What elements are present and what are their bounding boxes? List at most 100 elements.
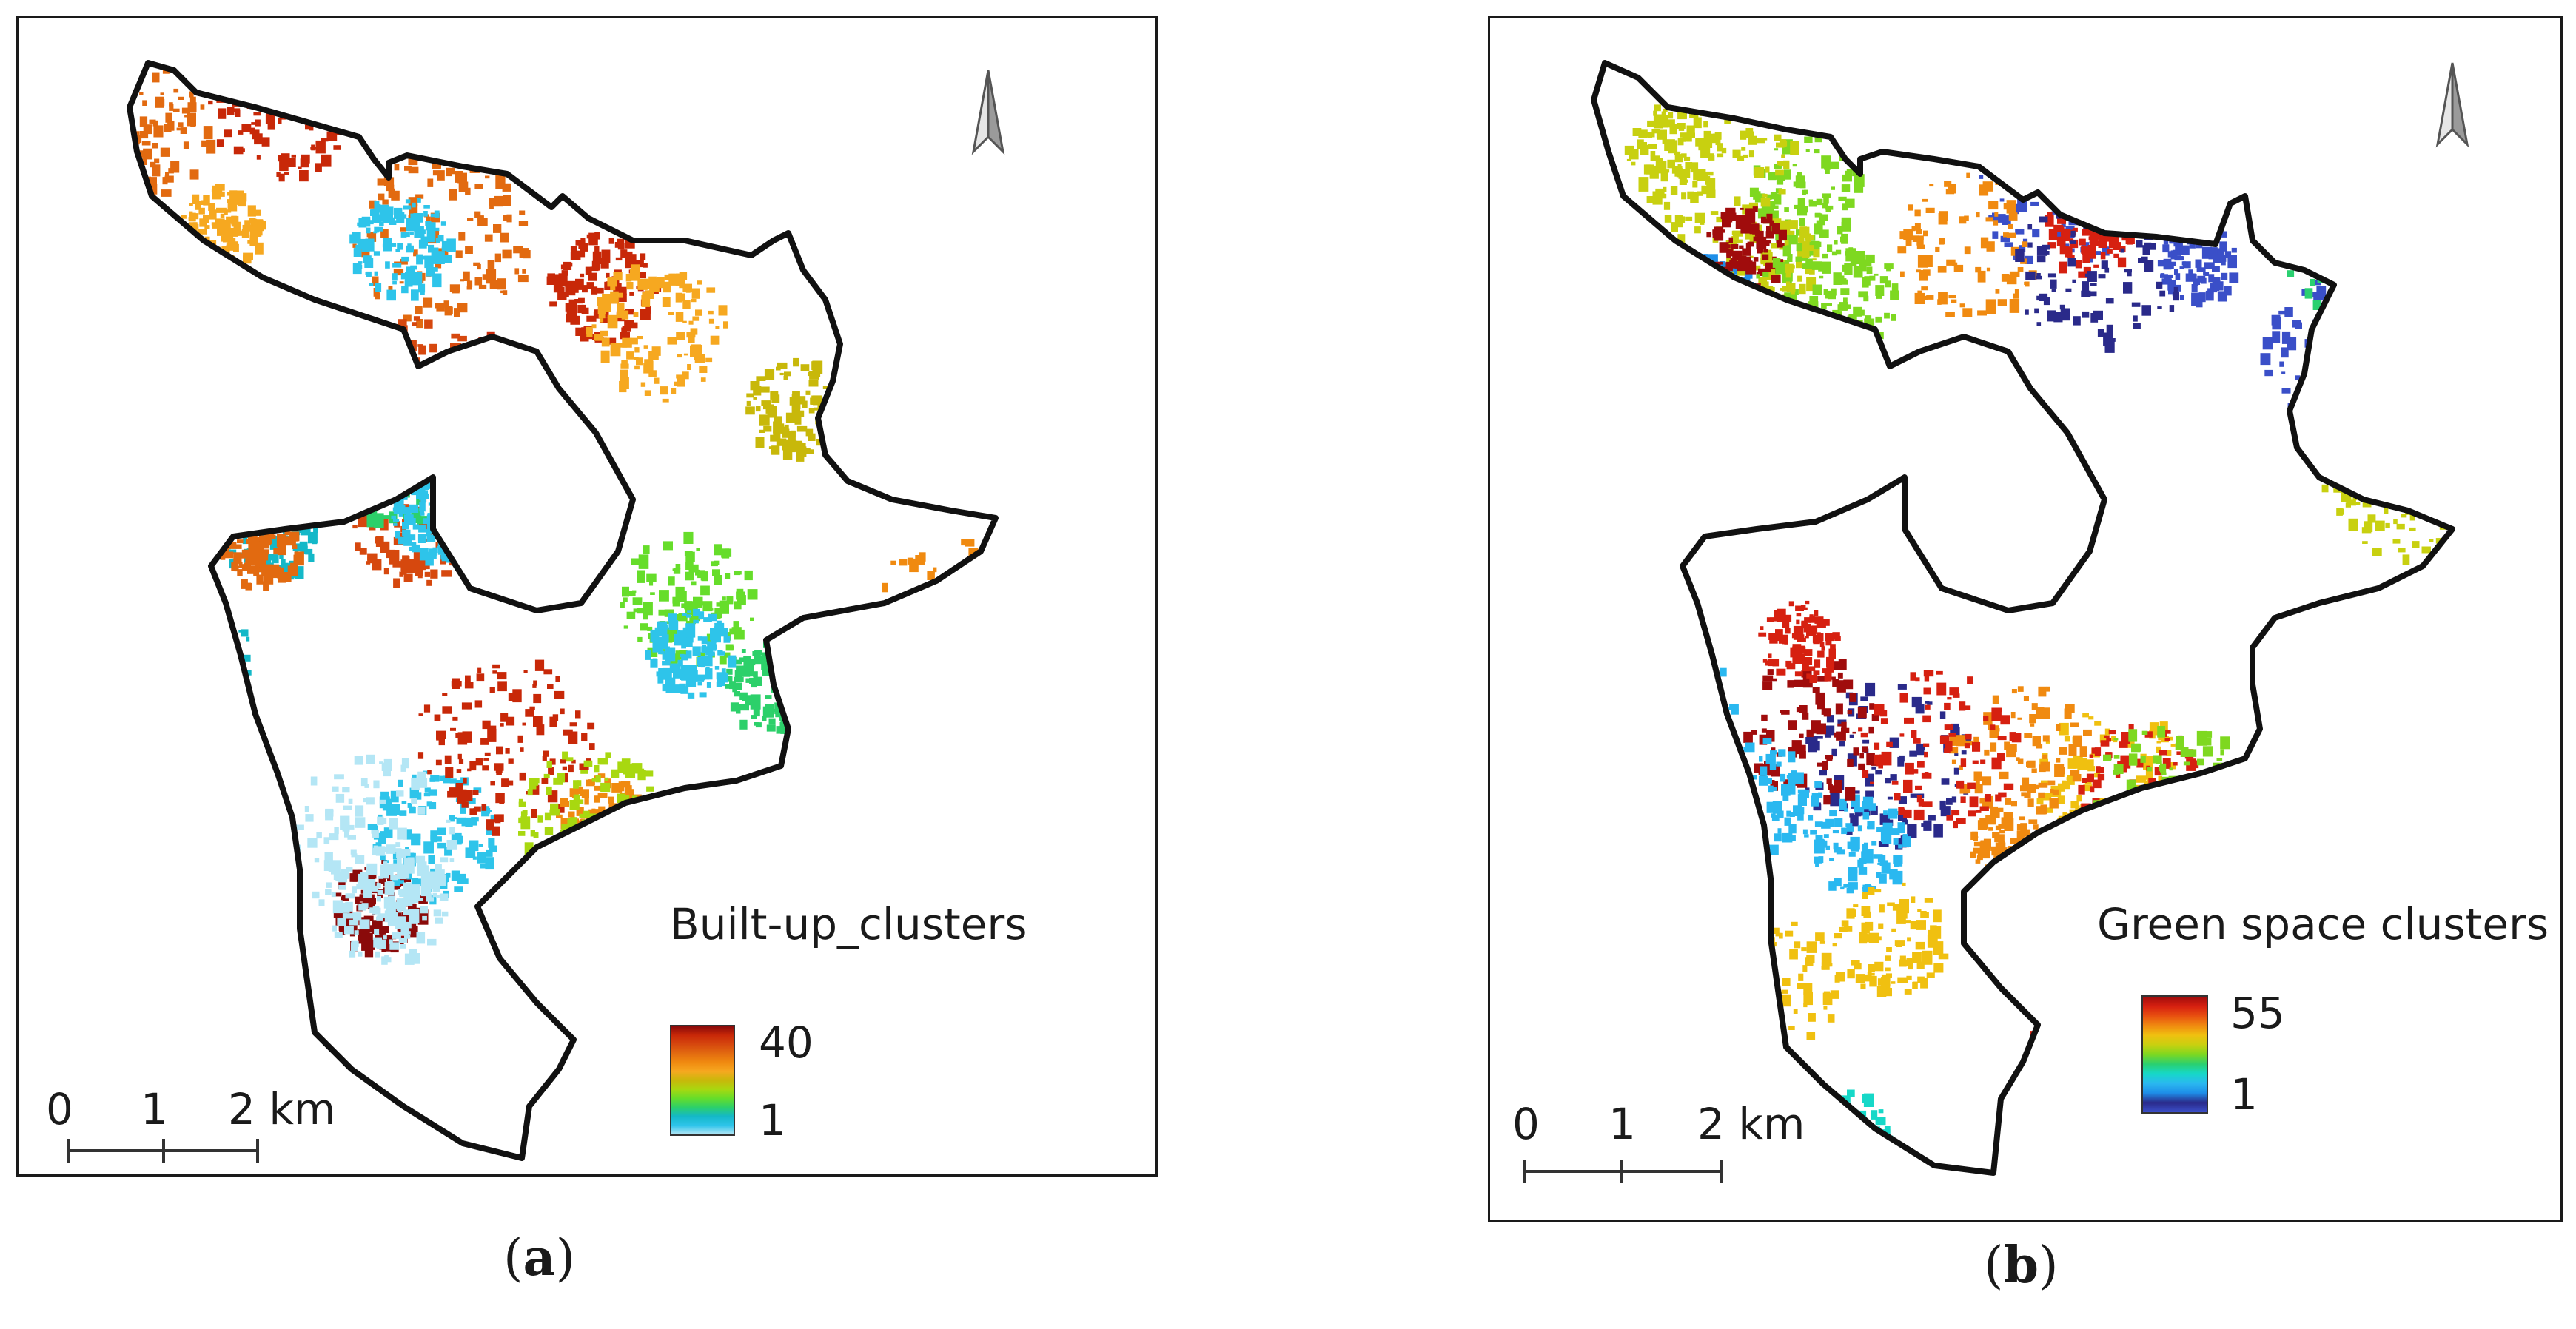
- cluster-pixel: [455, 460, 464, 465]
- cluster-pixel: [857, 840, 866, 850]
- cluster-pixel: [480, 414, 489, 422]
- cluster-pixel: [433, 909, 442, 917]
- cluster-pixel: [387, 423, 393, 430]
- cluster-pixel: [773, 654, 781, 664]
- cluster-pixel: [894, 319, 899, 323]
- cluster-pixel: [249, 235, 258, 246]
- cluster-pixel: [1051, 1072, 1059, 1077]
- cluster-pixel: [576, 250, 586, 258]
- cluster-pixel: [734, 676, 744, 682]
- cluster-pixel: [1007, 1043, 1018, 1056]
- cluster-pixel: [1018, 630, 1023, 634]
- cluster-pixel: [117, 129, 126, 140]
- cluster-pixel: [999, 408, 1009, 414]
- cluster-pixel: [969, 352, 976, 356]
- cluster-pixel: [1022, 289, 1027, 297]
- cluster-pixel: [446, 511, 454, 522]
- cluster-pixel: [967, 1038, 976, 1046]
- cluster-pixel: [754, 676, 762, 685]
- cluster-pixel: [1040, 1094, 1050, 1103]
- cluster-pixel: [623, 625, 628, 629]
- cluster-pixel: [882, 107, 887, 112]
- cluster-pixel: [645, 811, 654, 820]
- cluster-pixel: [424, 459, 429, 462]
- cluster-pixel: [743, 171, 751, 178]
- cluster-pixel: [503, 215, 508, 221]
- cluster-pixel: [233, 221, 241, 232]
- cluster-pixel: [178, 579, 186, 589]
- cluster-pixel: [981, 420, 986, 426]
- cluster-pixel: [1022, 1094, 1032, 1103]
- cluster-pixel: [979, 309, 988, 320]
- cluster-pixel: [685, 158, 690, 162]
- cluster-pixel: [446, 480, 455, 489]
- cluster-pixel: [631, 558, 639, 565]
- cluster-pixel: [212, 191, 221, 200]
- cluster-pixel: [247, 963, 257, 975]
- cluster-pixel: [998, 685, 1006, 696]
- cluster-pixel: [961, 980, 966, 985]
- cluster-pixel: [261, 36, 268, 41]
- cluster-pixel: [451, 361, 457, 369]
- cluster-pixel: [292, 534, 299, 542]
- cluster-pixel: [589, 743, 595, 750]
- cluster-pixel: [1016, 1051, 1024, 1057]
- cluster-pixel: [785, 706, 792, 713]
- cluster-pixel: [930, 337, 941, 350]
- cluster-pixel: [954, 246, 965, 254]
- cluster-pixel: [380, 419, 390, 431]
- cluster-pixel: [435, 251, 445, 264]
- cluster-pixel: [631, 203, 641, 215]
- cluster-pixel: [417, 898, 423, 901]
- cluster-pixel: [184, 505, 192, 514]
- cluster-pixel: [962, 1037, 970, 1046]
- cluster-pixel: [665, 686, 677, 693]
- cluster-pixel: [266, 494, 272, 502]
- cluster-pixel: [825, 792, 835, 805]
- cluster-pixel: [175, 508, 181, 514]
- cluster-pixel: [657, 129, 662, 133]
- cluster-pixel: [246, 636, 250, 642]
- cluster-pixel: [885, 44, 890, 48]
- cluster-pixel: [931, 351, 940, 359]
- cluster-pixel: [368, 429, 375, 438]
- cluster-pixel: [947, 1001, 955, 1011]
- cluster-pixel: [1039, 1071, 1044, 1077]
- cluster-pixel: [434, 461, 438, 465]
- cluster-pixel: [358, 951, 363, 957]
- cluster-pixel: [953, 1008, 962, 1015]
- cluster-pixel: [411, 289, 419, 301]
- cluster-pixel: [363, 414, 371, 423]
- cluster-pixel: [971, 867, 982, 880]
- cluster-pixel: [955, 585, 965, 591]
- cluster-pixel: [413, 549, 421, 559]
- cluster-pixel: [406, 385, 415, 391]
- cluster-pixel: [665, 647, 676, 662]
- cluster-pixel: [963, 849, 973, 858]
- cluster-pixel: [442, 706, 452, 714]
- cluster-pixel: [443, 432, 448, 436]
- cluster-pixel: [193, 548, 201, 554]
- cluster-pixel: [799, 812, 807, 818]
- cluster-pixel: [931, 39, 937, 44]
- cluster-pixel: [380, 791, 389, 799]
- cluster-pixel: [907, 668, 913, 673]
- cluster-pixel: [960, 1001, 971, 1017]
- cluster-pixel: [649, 582, 654, 586]
- cluster-pixel: [449, 472, 454, 475]
- cluster-pixel: [1016, 437, 1027, 448]
- cluster-pixel: [255, 242, 264, 255]
- cluster-pixel: [449, 858, 455, 862]
- cluster-pixel: [942, 414, 948, 420]
- cluster-pixel: [945, 309, 952, 314]
- cluster-pixel: [472, 346, 479, 351]
- cluster-pixel: [826, 778, 835, 792]
- cluster-pixel: [133, 646, 138, 651]
- cluster-pixel: [241, 966, 248, 973]
- cluster-pixel: [1053, 1043, 1062, 1048]
- cluster-pixel: [957, 1062, 967, 1075]
- cluster-pixel: [956, 288, 967, 300]
- cluster-pixel: [1017, 1041, 1022, 1044]
- cluster-pixel: [196, 964, 207, 976]
- cluster-pixel: [469, 808, 477, 815]
